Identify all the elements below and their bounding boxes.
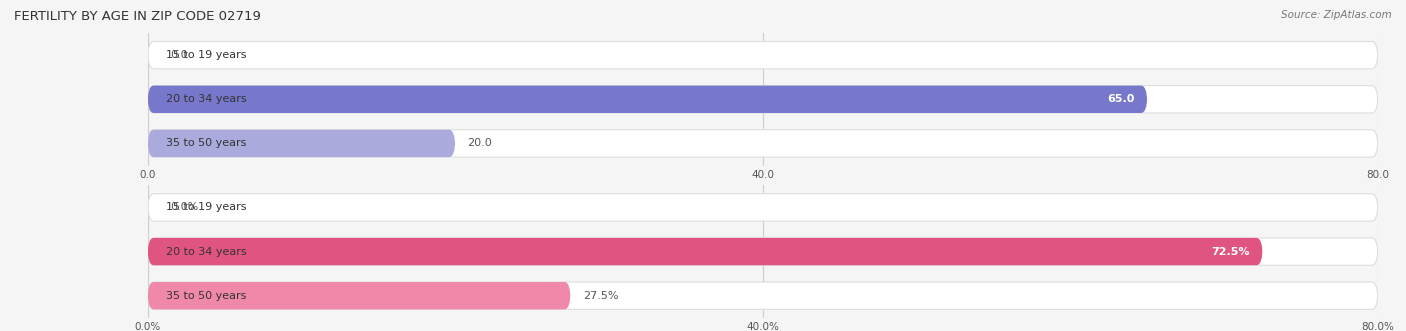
Text: 0.0: 0.0 bbox=[170, 50, 188, 60]
FancyBboxPatch shape bbox=[148, 282, 571, 309]
Text: 35 to 50 years: 35 to 50 years bbox=[166, 291, 246, 301]
FancyBboxPatch shape bbox=[148, 194, 1378, 221]
FancyBboxPatch shape bbox=[148, 86, 1378, 113]
Text: Source: ZipAtlas.com: Source: ZipAtlas.com bbox=[1281, 10, 1392, 20]
FancyBboxPatch shape bbox=[148, 130, 456, 157]
Text: 27.5%: 27.5% bbox=[583, 291, 619, 301]
FancyBboxPatch shape bbox=[148, 86, 1147, 113]
FancyBboxPatch shape bbox=[148, 238, 1263, 265]
FancyBboxPatch shape bbox=[148, 238, 1378, 265]
Text: 35 to 50 years: 35 to 50 years bbox=[166, 138, 246, 148]
Text: 20 to 34 years: 20 to 34 years bbox=[166, 94, 246, 104]
Text: 20.0: 20.0 bbox=[467, 138, 492, 148]
Text: 65.0: 65.0 bbox=[1108, 94, 1135, 104]
Text: 72.5%: 72.5% bbox=[1212, 247, 1250, 257]
Text: 20 to 34 years: 20 to 34 years bbox=[166, 247, 246, 257]
Text: 15 to 19 years: 15 to 19 years bbox=[166, 203, 246, 213]
FancyBboxPatch shape bbox=[148, 41, 1378, 69]
Text: 15 to 19 years: 15 to 19 years bbox=[166, 50, 246, 60]
FancyBboxPatch shape bbox=[148, 130, 1378, 157]
Text: FERTILITY BY AGE IN ZIP CODE 02719: FERTILITY BY AGE IN ZIP CODE 02719 bbox=[14, 10, 262, 23]
FancyBboxPatch shape bbox=[148, 282, 1378, 309]
Text: 0.0%: 0.0% bbox=[170, 203, 198, 213]
